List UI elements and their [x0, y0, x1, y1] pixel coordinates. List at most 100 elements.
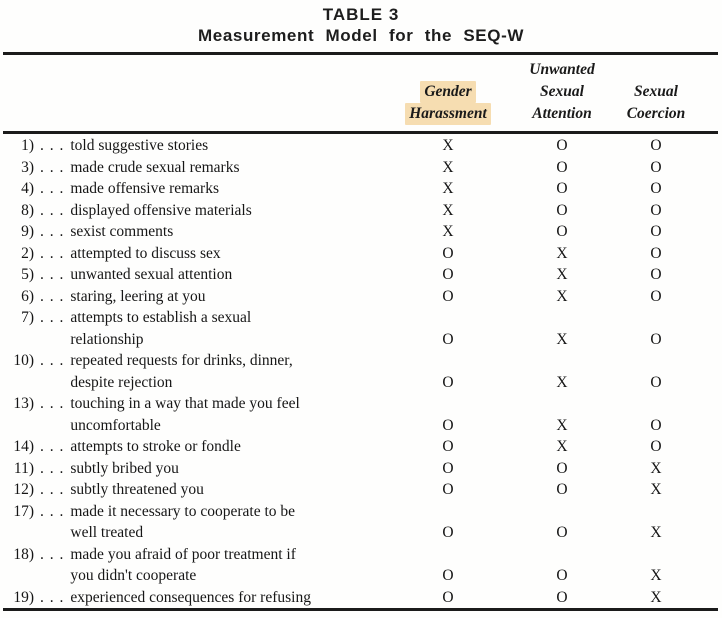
mark-sexual-coercion: X — [650, 588, 662, 606]
table-row: 10) . . . repeated requests for drinks, … — [0, 350, 722, 393]
mark-gender-harassment: O — [442, 438, 454, 455]
mark-unwanted-sexual-attention: O — [556, 137, 568, 154]
item-label: repeated requests for drinks, dinner, des… — [70, 352, 293, 391]
ellipsis: . . . — [40, 137, 65, 154]
item-label: told suggestive stories — [70, 137, 209, 154]
mark-gender-harassment: X — [442, 137, 454, 154]
mark-gender-harassment: O — [442, 416, 454, 434]
item-number: 18) — [13, 545, 34, 563]
table-row: 19) . . . experienced consequences for r… — [0, 587, 722, 609]
ellipsis: . . . — [40, 545, 65, 563]
mark-gender-harassment: O — [442, 373, 454, 391]
item-label: made it necessary to cooperate to be well… — [70, 502, 296, 542]
item-label: experienced consequences for refusing — [70, 588, 311, 606]
highlight: Gender — [420, 81, 476, 103]
item-number: 17) — [13, 502, 34, 520]
item-label: unwanted sexual attention — [70, 266, 233, 283]
table-row: 9) . . . sexist comments X O O — [0, 221, 722, 243]
mark-sexual-coercion: O — [650, 373, 662, 391]
table-row: 17) . . . made it necessary to cooperate… — [0, 501, 722, 544]
mark-unwanted-sexual-attention: X — [556, 244, 568, 262]
item-label: attempts to stroke or fondle — [70, 438, 241, 455]
ellipsis: . . . — [40, 180, 65, 197]
mark-gender-harassment: O — [442, 481, 454, 498]
column-header-unwanted-sexual-attention: Unwanted Sexual Attention — [529, 61, 595, 122]
item-label: staring, leering at you — [70, 287, 206, 305]
ellipsis: . . . — [40, 459, 65, 477]
mark-gender-harassment: X — [442, 201, 454, 219]
item-label: attempts to establish a sexual relationsh… — [70, 309, 252, 348]
item-number: 12) — [13, 481, 34, 498]
item-label: made crude sexual remarks — [70, 158, 240, 176]
mark-unwanted-sexual-attention: O — [556, 481, 568, 498]
item-label: touching in a way that made you feel unco… — [70, 395, 300, 434]
ellipsis: . . . — [40, 266, 65, 283]
item-label: made you afraid of poor treatment if you … — [70, 545, 296, 585]
item-number: 13) — [13, 395, 34, 412]
mark-gender-harassment: O — [442, 524, 454, 541]
item-number: 8) — [21, 201, 34, 219]
item-number: 14) — [13, 438, 34, 455]
table-row: 11) . . . subtly bribed you O O X — [0, 458, 722, 480]
item-label: subtly threatened you — [70, 481, 204, 498]
mark-gender-harassment: O — [442, 244, 454, 262]
mark-sexual-coercion: O — [650, 137, 662, 154]
column-header-sexual-coercion: Sexual Coercion — [626, 83, 686, 122]
mark-sexual-coercion: O — [650, 180, 662, 197]
mark-gender-harassment: O — [442, 588, 454, 606]
mark-unwanted-sexual-attention: O — [556, 201, 568, 219]
table-row: 1) . . . told suggestive stories X O O — [0, 135, 722, 157]
mark-sexual-coercion: O — [650, 287, 662, 305]
table-row: 7) . . . attempts to establish a sexual r… — [0, 307, 722, 350]
mark-unwanted-sexual-attention: O — [556, 158, 568, 176]
item-label: subtly bribed you — [70, 459, 179, 477]
item-number: 11) — [13, 459, 34, 477]
ellipsis: . . . — [40, 287, 65, 305]
item-number: 5) — [21, 266, 34, 283]
mark-sexual-coercion: X — [650, 524, 662, 541]
mark-unwanted-sexual-attention: X — [556, 287, 568, 305]
mark-unwanted-sexual-attention: X — [556, 416, 568, 434]
ellipsis: . . . — [40, 481, 65, 498]
table-row: 14) . . . attempts to stroke or fondle O… — [0, 436, 722, 458]
table-row: 4) . . . made offensive remarks X O O — [0, 178, 722, 200]
mark-unwanted-sexual-attention: X — [556, 373, 568, 391]
mark-unwanted-sexual-attention: O — [556, 524, 568, 541]
item-number: 1) — [21, 137, 34, 154]
mark-unwanted-sexual-attention: O — [556, 567, 568, 584]
mark-gender-harassment: O — [442, 266, 454, 283]
table-body: 1) . . . told suggestive stories X O O 3… — [0, 135, 722, 608]
mark-sexual-coercion: O — [650, 223, 662, 240]
item-number: 9) — [21, 223, 34, 240]
mark-sexual-coercion: O — [650, 201, 662, 219]
mark-unwanted-sexual-attention: O — [556, 588, 568, 606]
ellipsis: . . . — [40, 588, 65, 606]
column-headers: Gender Harassment Unwanted Sexual Attent… — [0, 54, 722, 131]
table-row: 18) . . . made you afraid of poor treatm… — [0, 544, 722, 587]
mark-sexual-coercion: O — [650, 266, 662, 283]
header-rule — [3, 131, 718, 134]
ellipsis: . . . — [40, 438, 65, 455]
item-number: 3) — [21, 158, 34, 176]
table-row: 8) . . . displayed offensive materials X… — [0, 200, 722, 222]
bottom-rule — [3, 608, 718, 611]
ellipsis: . . . — [40, 201, 65, 219]
mark-sexual-coercion: O — [650, 416, 662, 434]
highlight: Harassment — [405, 103, 491, 125]
ellipsis: . . . — [40, 309, 65, 326]
table-row: 5) . . . unwanted sexual attention O X O — [0, 264, 722, 286]
mark-sexual-coercion: O — [650, 158, 662, 176]
mark-gender-harassment: O — [442, 330, 454, 348]
mark-unwanted-sexual-attention: O — [556, 223, 568, 240]
item-number: 19) — [13, 588, 34, 606]
table-row: 13) . . . touching in a way that made yo… — [0, 393, 722, 436]
mark-unwanted-sexual-attention: X — [556, 266, 568, 283]
mark-sexual-coercion: X — [650, 567, 662, 584]
table-row: 6) . . . staring, leering at you O X O — [0, 286, 722, 308]
mark-sexual-coercion: O — [650, 438, 662, 455]
item-label: sexist comments — [70, 223, 174, 240]
item-number: 2) — [21, 244, 34, 262]
ellipsis: . . . — [40, 502, 65, 520]
mark-gender-harassment: O — [442, 459, 454, 477]
